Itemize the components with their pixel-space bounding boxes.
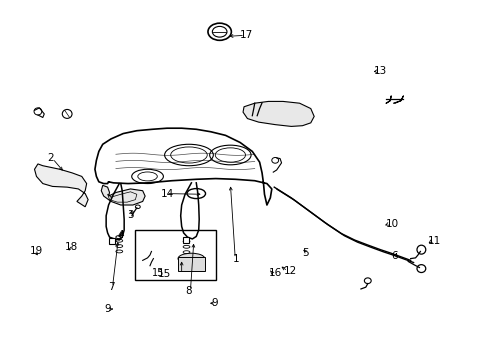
Polygon shape (101, 185, 145, 205)
Text: 5: 5 (302, 248, 309, 258)
Text: 14: 14 (161, 189, 174, 199)
Text: 13: 13 (374, 66, 388, 76)
Text: 2: 2 (48, 153, 54, 163)
Text: 15: 15 (158, 269, 172, 279)
Bar (178, 257, 204, 271)
Text: 15: 15 (152, 268, 165, 278)
Polygon shape (243, 102, 314, 126)
Ellipse shape (178, 253, 205, 264)
Text: 9: 9 (105, 304, 111, 314)
Bar (135, 230, 216, 280)
Text: 16: 16 (269, 268, 282, 278)
Text: 11: 11 (428, 236, 441, 246)
Text: 7: 7 (109, 282, 115, 292)
Text: 1: 1 (233, 253, 240, 264)
Polygon shape (34, 164, 88, 207)
Text: 4: 4 (117, 230, 124, 240)
Text: 18: 18 (65, 242, 78, 252)
Text: 6: 6 (391, 251, 398, 261)
Text: 17: 17 (240, 30, 253, 40)
Text: 10: 10 (385, 219, 398, 229)
Text: 3: 3 (127, 210, 134, 220)
Text: 9: 9 (211, 298, 218, 308)
Text: 12: 12 (284, 266, 297, 276)
Text: 8: 8 (186, 286, 192, 296)
Text: 19: 19 (30, 246, 43, 256)
